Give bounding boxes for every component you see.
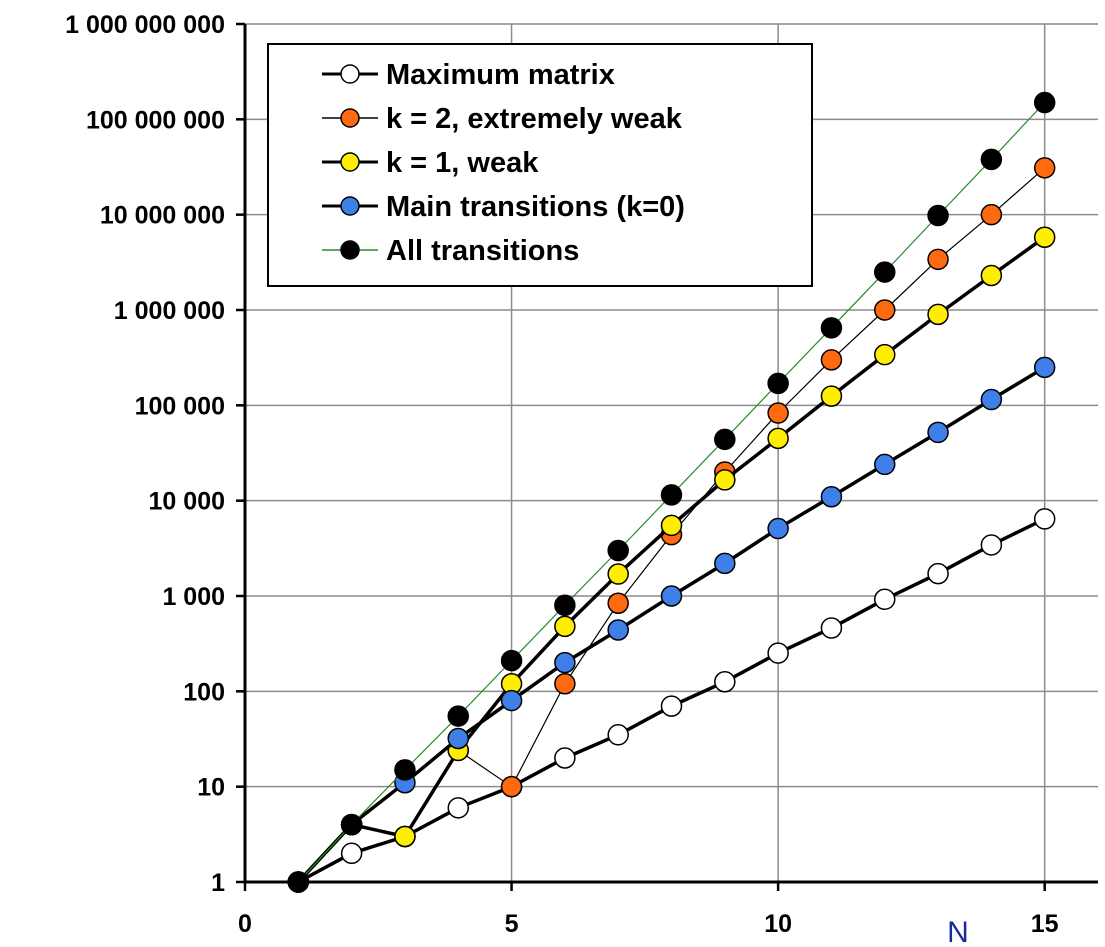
data-point [874, 453, 896, 476]
legend-item: k = 1, weak [322, 147, 539, 179]
data-point [607, 724, 629, 746]
data-point [874, 299, 896, 321]
data-point [1033, 157, 1056, 179]
axes [236, 22, 1098, 891]
data-point [874, 343, 896, 366]
data-point [927, 248, 949, 271]
data-point [340, 842, 363, 865]
data-point [394, 759, 416, 781]
y-tick-label: 10 [197, 774, 225, 802]
data-point [660, 695, 683, 717]
data-point [340, 813, 363, 836]
data-point [554, 673, 576, 695]
legend-item: Main transitions (k=0) [322, 191, 685, 223]
data-point [927, 204, 949, 227]
data-point [554, 651, 576, 674]
data-point [554, 594, 576, 616]
data-point [447, 727, 469, 750]
legend: Maximum matrix k = 2, extremely weak k = 1… [267, 43, 813, 287]
data-point [714, 671, 736, 693]
data-point [767, 427, 789, 450]
data-point [660, 585, 683, 607]
y-tick-label: 1 [211, 869, 225, 897]
data-point [927, 562, 949, 585]
x-tick-label: 0 [238, 910, 252, 938]
data-point [607, 539, 629, 562]
data-point [767, 642, 789, 664]
legend-label: k = 2, extremely weak [386, 103, 683, 135]
legend-label: k = 1, weak [386, 147, 539, 179]
data-point [820, 485, 843, 508]
data-point [980, 534, 1003, 556]
y-tick-label: 100 000 000 [86, 106, 225, 134]
data-point [820, 317, 843, 339]
data-point [607, 563, 629, 585]
data-point [980, 203, 1003, 226]
y-tick-label: 1 000 000 [114, 297, 225, 325]
series-3 [287, 356, 1056, 893]
data-point [767, 517, 789, 540]
legend-marker [340, 152, 360, 172]
data-point [714, 469, 736, 491]
data-point [874, 588, 896, 611]
data-point [500, 775, 523, 798]
legend-marker [340, 64, 360, 84]
y-tick-label: 1 000 000 000 [65, 11, 225, 39]
legend-label: Maximum matrix [386, 59, 615, 91]
data-point [500, 689, 523, 712]
data-point [447, 705, 469, 727]
data-point [607, 619, 629, 641]
data-point [500, 649, 523, 672]
data-point [714, 552, 736, 575]
y-tick-label: 10 000 [149, 488, 225, 516]
x-tick-label: 15 [1031, 910, 1059, 938]
data-point [767, 372, 789, 395]
data-point [394, 825, 416, 848]
legend-label: Main transitions (k=0) [386, 191, 685, 223]
legend-label: All transitions [386, 235, 579, 267]
legend-marker [340, 240, 360, 260]
legend-item: k = 2, extremely weak [322, 103, 683, 135]
data-point [714, 428, 736, 451]
x-axis-label: N [947, 916, 969, 947]
data-point [554, 747, 576, 769]
data-point [927, 303, 949, 326]
legend-marker [340, 196, 360, 216]
data-point [1033, 356, 1056, 379]
legend-item: All transitions [322, 235, 579, 267]
data-point [820, 385, 843, 407]
data-point [1033, 226, 1056, 248]
y-tick-label: 100 000 [135, 392, 225, 420]
data-point [767, 402, 789, 424]
series-layer [287, 91, 1056, 893]
data-point [447, 797, 469, 819]
data-point [287, 871, 310, 893]
data-point [1033, 508, 1056, 530]
data-point [1033, 91, 1056, 114]
legend-item: Maximum matrix [322, 59, 615, 91]
data-point [660, 514, 683, 537]
y-tick-label: 100 [183, 678, 225, 706]
data-point [607, 592, 629, 614]
data-point [980, 148, 1003, 171]
data-point [820, 617, 843, 639]
data-point [980, 388, 1003, 411]
data-point [874, 261, 896, 283]
data-point [927, 421, 949, 444]
data-point [554, 615, 576, 638]
legend-marker [340, 108, 360, 128]
y-tick-label: 10 000 000 [100, 202, 225, 230]
series-4 [287, 91, 1056, 893]
series-line [297, 365, 1046, 884]
x-tick-label: 10 [764, 910, 792, 938]
data-point [820, 349, 843, 371]
y-tick-label: 1 000 [162, 583, 225, 611]
data-point [980, 264, 1003, 287]
x-tick-label: 5 [505, 910, 519, 938]
data-point [660, 484, 683, 506]
